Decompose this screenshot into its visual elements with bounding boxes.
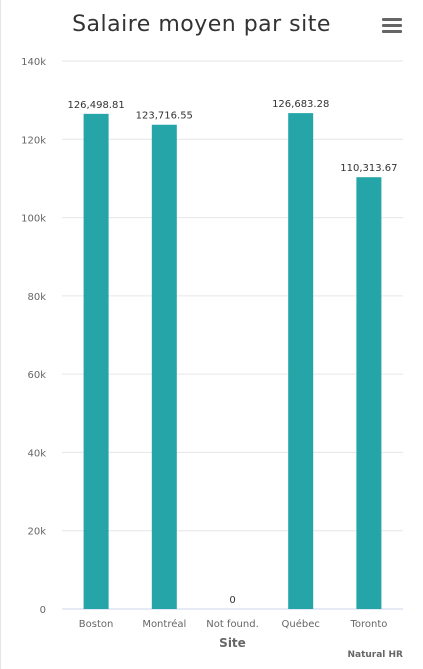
chart-title: Salaire moyen par site (72, 12, 331, 37)
y-tick-label: 40k (27, 448, 46, 459)
bar[interactable] (288, 113, 314, 609)
bar[interactable] (356, 177, 382, 609)
menu-line (382, 18, 402, 21)
credits-label[interactable]: Natural HR (347, 650, 403, 660)
menu-line (382, 24, 402, 27)
bar[interactable] (151, 124, 177, 610)
y-tick-label: 60k (27, 370, 46, 381)
x-tick-label: Boston (79, 619, 114, 630)
x-axis-title: Site (219, 636, 246, 650)
y-tick-label: 120k (21, 135, 46, 146)
hamburger-menu-icon[interactable] (382, 18, 402, 36)
x-tick-label: Toronto (349, 619, 387, 630)
data-label: 126,683.28 (272, 99, 329, 110)
bar[interactable] (83, 113, 109, 610)
x-tick-label: Québec (282, 618, 320, 630)
data-label: 123,716.55 (136, 111, 193, 122)
data-label: 126,498.81 (67, 100, 124, 111)
y-tick-label: 140k (21, 57, 46, 68)
data-label: 0 (229, 595, 235, 606)
x-tick-label: Not found. (206, 619, 259, 630)
y-tick-label: 80k (27, 292, 46, 303)
data-label: 110,313.67 (340, 163, 397, 174)
menu-line (382, 30, 402, 33)
y-tick-label: 100k (21, 214, 46, 225)
y-tick-label: 0 (40, 605, 46, 616)
y-tick-label: 20k (27, 527, 46, 538)
x-tick-label: Montréal (142, 618, 186, 630)
chart-border (0, 0, 1, 669)
